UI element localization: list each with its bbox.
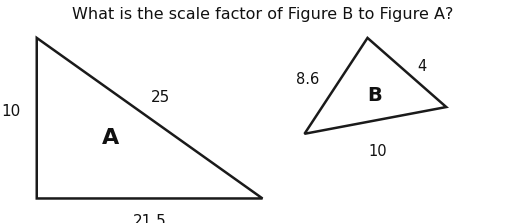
Text: 8.6: 8.6 (296, 72, 319, 87)
Text: 10: 10 (2, 104, 21, 119)
Text: 25: 25 (151, 90, 170, 105)
Text: What is the scale factor of Figure B to Figure A?: What is the scale factor of Figure B to … (72, 7, 453, 22)
Text: A: A (102, 128, 119, 148)
Text: 4: 4 (417, 59, 427, 74)
Text: 10: 10 (369, 144, 387, 159)
Text: 21.5: 21.5 (133, 214, 166, 223)
Text: B: B (367, 86, 382, 105)
